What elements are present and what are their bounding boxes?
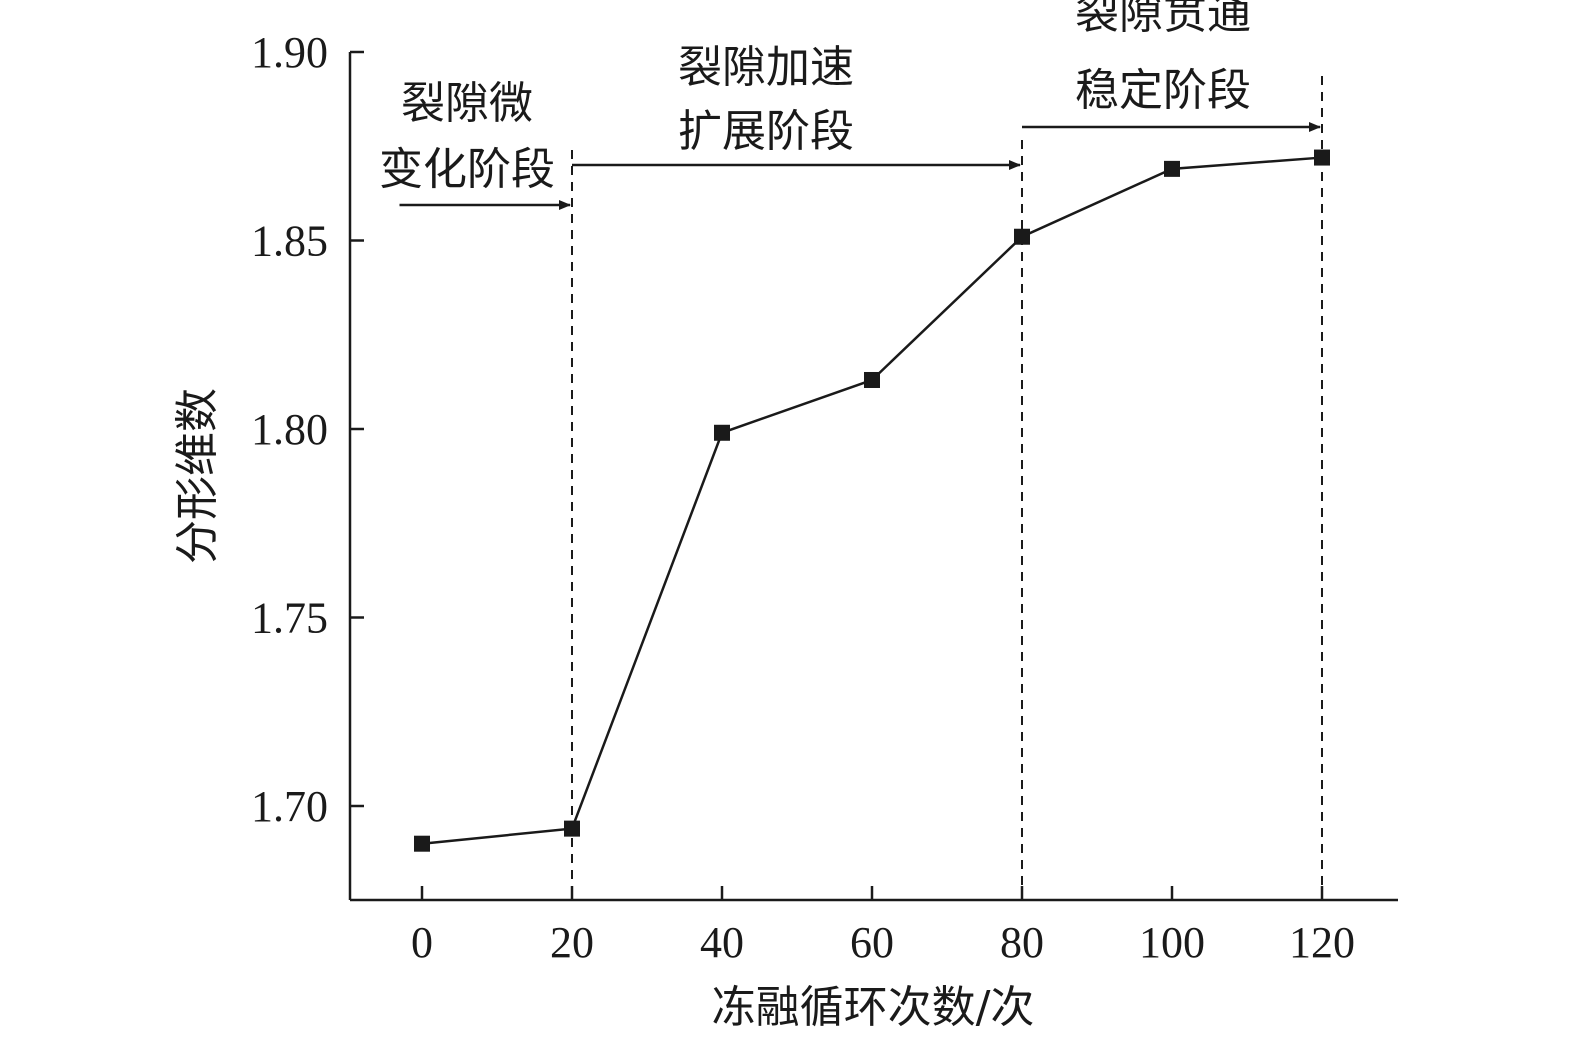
x-tick-label: 60 bbox=[850, 918, 894, 967]
x-ticks: 0 20 40 60 80 100 120 bbox=[411, 886, 1355, 967]
series bbox=[414, 149, 1330, 852]
y-tick-label: 1.90 bbox=[251, 28, 328, 77]
x-tick-label: 120 bbox=[1289, 918, 1355, 967]
x-tick-label: 40 bbox=[700, 918, 744, 967]
stage-label-line2: 稳定阶段 bbox=[1075, 65, 1251, 116]
y-tick-label: 1.85 bbox=[251, 217, 328, 266]
y-tick-label: 1.75 bbox=[251, 594, 328, 643]
x-tick-label: 100 bbox=[1139, 918, 1205, 967]
data-point-marker bbox=[1164, 160, 1180, 177]
x-tick-label: 0 bbox=[411, 918, 433, 967]
data-point-marker bbox=[714, 424, 730, 441]
y-tick-label: 1.70 bbox=[251, 782, 328, 831]
stage-label-line1: 裂隙贯通 bbox=[1075, 0, 1251, 39]
data-point-marker bbox=[414, 835, 430, 852]
x-axis-title: 冻融循环次数/次 bbox=[712, 982, 1035, 1033]
y-tick-label: 1.80 bbox=[251, 405, 328, 454]
data-point-marker bbox=[1314, 149, 1330, 166]
data-point-marker bbox=[1014, 228, 1030, 245]
data-point-marker bbox=[564, 820, 580, 837]
stage-boundary-lines bbox=[571, 76, 1323, 900]
x-tick-label: 80 bbox=[1000, 918, 1044, 967]
stage-label-line1: 裂隙微 bbox=[401, 78, 533, 129]
x-tick-label: 20 bbox=[550, 918, 594, 967]
y-ticks: 1.70 1.75 1.80 1.85 1.90 bbox=[251, 28, 364, 831]
series-line bbox=[421, 156, 1323, 845]
y-axis-title: 分形维数 bbox=[172, 388, 223, 564]
axes bbox=[348, 52, 1398, 902]
stage-label-line2: 变化阶段 bbox=[379, 144, 555, 195]
stage-label-line2: 扩展阶段 bbox=[678, 106, 854, 157]
stage-label-line1: 裂隙加速 bbox=[678, 42, 854, 93]
data-point-marker bbox=[864, 371, 880, 388]
stage-arrows bbox=[399, 122, 1321, 210]
